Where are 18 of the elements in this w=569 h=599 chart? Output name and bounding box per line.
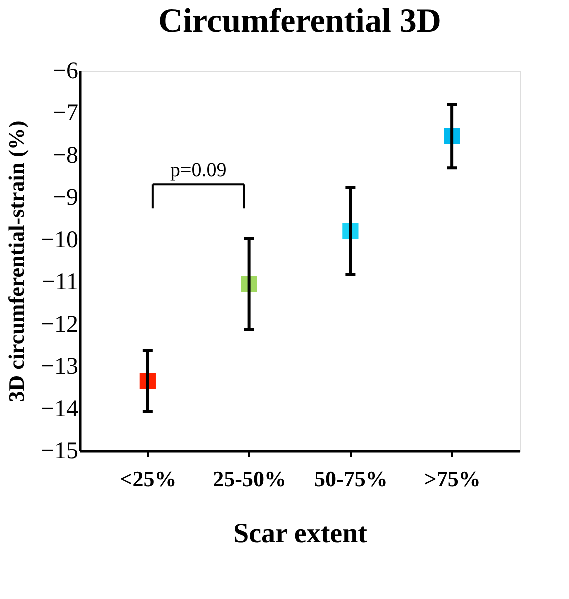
x-tick-label: 50-75% — [314, 466, 388, 492]
y-axis-title: 3D circumferential-strain (%) — [4, 120, 29, 402]
y-tick-label: −7 — [52, 100, 78, 127]
y-tick-label: −6 — [52, 58, 78, 84]
chart-title: Circumferential 3D — [158, 3, 442, 40]
y-tick-label: −12 — [40, 312, 78, 338]
y-tick-label: −15 — [40, 438, 78, 464]
x-axis-title: Scar extent — [234, 518, 368, 550]
x-tick-label: <25% — [120, 466, 177, 492]
x-tick-label: >75% — [424, 466, 481, 492]
y-tick-label: −13 — [40, 354, 78, 380]
annotation: p=0.09 — [170, 160, 227, 182]
y-tick-label: −11 — [42, 270, 78, 296]
y-tick-label: −10 — [40, 227, 78, 254]
y-tick-label: −9 — [52, 185, 78, 212]
y-tick-label: −8 — [52, 142, 78, 169]
y-tick-label: −14 — [40, 396, 78, 422]
x-tick-label: 25-50% — [213, 466, 286, 492]
